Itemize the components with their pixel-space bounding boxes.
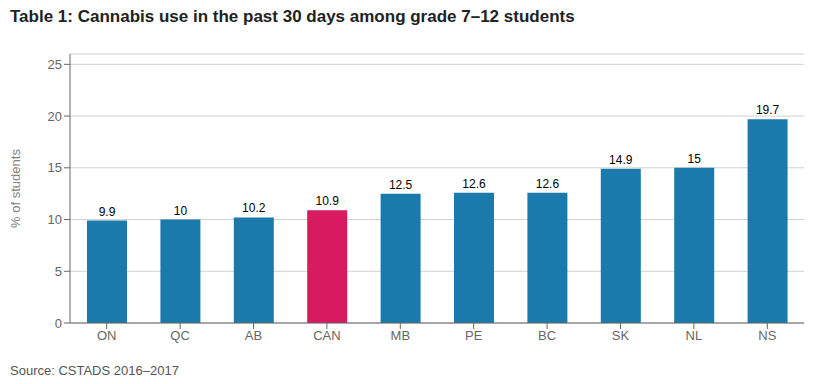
svg-text:CAN: CAN	[313, 328, 340, 343]
svg-text:NS: NS	[758, 328, 776, 343]
svg-text:10.9: 10.9	[316, 194, 340, 208]
svg-text:9.9: 9.9	[99, 205, 116, 219]
svg-text:SK: SK	[612, 328, 630, 343]
svg-text:0: 0	[55, 316, 62, 331]
svg-text:PE: PE	[465, 328, 483, 343]
svg-text:NL: NL	[686, 328, 703, 343]
svg-text:% of students: % of students	[8, 149, 23, 228]
svg-text:10.2: 10.2	[242, 201, 266, 215]
svg-text:15: 15	[688, 152, 702, 166]
svg-text:15: 15	[48, 160, 62, 175]
svg-text:12.6: 12.6	[462, 177, 486, 191]
svg-text:QC: QC	[170, 328, 190, 343]
svg-text:10: 10	[48, 212, 62, 227]
svg-text:BC: BC	[538, 328, 556, 343]
svg-text:ON: ON	[97, 328, 117, 343]
svg-text:AB: AB	[245, 328, 262, 343]
svg-text:MB: MB	[391, 328, 411, 343]
svg-text:20: 20	[48, 109, 62, 124]
svg-text:14.9: 14.9	[609, 153, 633, 167]
svg-text:19.7: 19.7	[756, 103, 780, 117]
html-text:Source: CSTADS 2016–2017: Source: CSTADS 2016–2017	[10, 363, 179, 378]
svg-text:12.6: 12.6	[536, 177, 560, 191]
svg-text:10: 10	[174, 204, 188, 218]
svg-text:25: 25	[48, 57, 62, 72]
svg-text:12.5: 12.5	[389, 178, 413, 192]
html-text:Table 1: Cannabis use in the p: Table 1: Cannabis use in the past 30 day…	[10, 7, 575, 26]
svg-text:5: 5	[55, 264, 62, 279]
